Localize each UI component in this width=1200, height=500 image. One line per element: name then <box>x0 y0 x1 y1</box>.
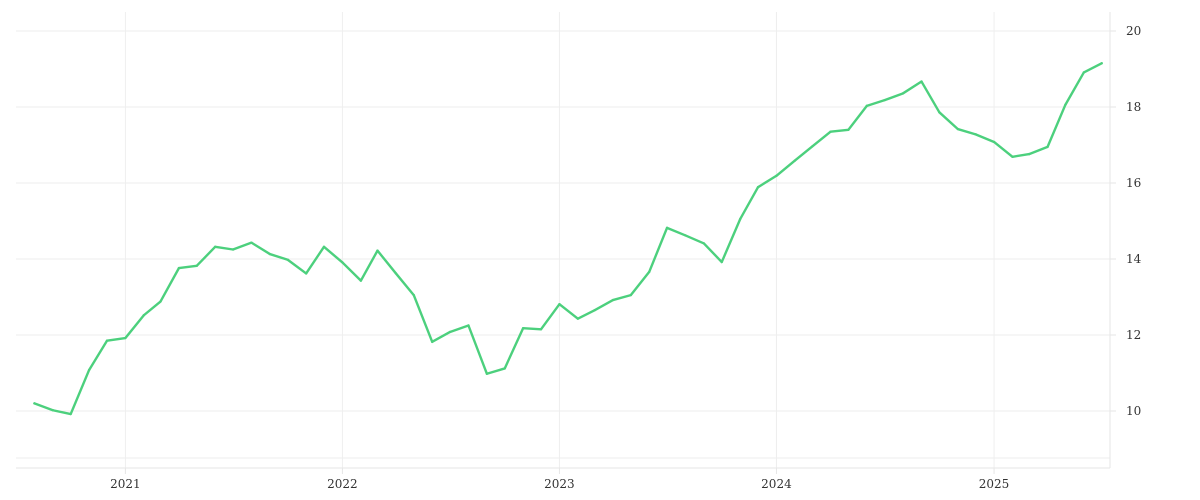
data-point <box>611 298 615 302</box>
x-tick-label: 2022 <box>327 477 358 491</box>
data-point <box>775 174 778 177</box>
data-point <box>376 249 379 252</box>
data-point <box>268 252 272 256</box>
data-point <box>341 261 344 264</box>
data-point <box>593 309 596 312</box>
data-point <box>105 339 109 342</box>
data-point <box>1011 155 1014 158</box>
data-point <box>250 241 253 244</box>
data-point <box>195 264 198 268</box>
data-point <box>793 159 797 162</box>
data-point <box>412 293 415 297</box>
data-point <box>33 402 36 405</box>
data-point <box>920 80 923 83</box>
x-tick-label: 2021 <box>110 477 141 491</box>
data-point <box>467 324 470 327</box>
tick-labels: 10 12 14 16 18 20 2021 2022 2023 2024 2025 <box>110 24 1142 491</box>
data-point <box>448 330 452 334</box>
y-tick-label: 14 <box>1126 252 1142 266</box>
data-point <box>286 258 289 261</box>
axes <box>16 12 1116 474</box>
data-point <box>430 340 434 344</box>
series-line <box>33 62 1103 416</box>
data-point <box>810 145 814 148</box>
data-point <box>576 317 580 320</box>
data-point <box>177 266 181 270</box>
data-point <box>359 279 363 282</box>
data-point <box>648 270 651 274</box>
data-point <box>87 368 91 372</box>
x-tick-label: 2023 <box>544 477 575 491</box>
data-point <box>829 130 832 133</box>
data-point <box>901 92 905 95</box>
data-point <box>539 328 543 331</box>
data-point <box>159 300 162 303</box>
grid <box>16 12 1110 468</box>
y-tick-label: 12 <box>1126 328 1141 342</box>
x-tick-label: 2025 <box>979 477 1010 491</box>
x-tick-label: 2024 <box>761 477 792 491</box>
data-point <box>558 303 561 306</box>
y-tick-label: 18 <box>1126 100 1141 114</box>
data-point <box>938 111 941 114</box>
y-tick-label: 20 <box>1126 24 1141 38</box>
data-point <box>756 185 760 189</box>
y-tick-label: 16 <box>1126 176 1141 190</box>
data-point <box>956 127 959 131</box>
data-point <box>865 104 869 108</box>
data-point <box>304 272 308 275</box>
data-point <box>51 409 55 412</box>
data-point <box>738 217 742 221</box>
data-point <box>629 293 632 297</box>
data-point <box>702 242 706 245</box>
data-point <box>684 234 687 237</box>
data-point <box>124 336 127 340</box>
series <box>33 62 1103 416</box>
data-point <box>1046 145 1049 149</box>
data-point <box>485 372 489 375</box>
data-point <box>665 226 669 230</box>
data-point <box>503 367 506 370</box>
data-point <box>521 326 525 330</box>
data-point <box>992 140 996 144</box>
data-point <box>720 260 723 264</box>
data-point <box>1100 62 1103 65</box>
data-point <box>883 98 886 102</box>
data-point <box>847 128 850 131</box>
y-tick-label: 10 <box>1126 404 1141 418</box>
data-point <box>322 245 326 249</box>
data-point <box>974 133 977 136</box>
data-point <box>394 272 398 275</box>
data-point <box>1064 103 1067 106</box>
data-point <box>231 248 235 251</box>
data-point <box>213 245 217 249</box>
data-point <box>69 412 72 416</box>
data-point <box>1082 71 1086 74</box>
data-point <box>142 314 146 317</box>
data-point <box>1027 152 1031 156</box>
